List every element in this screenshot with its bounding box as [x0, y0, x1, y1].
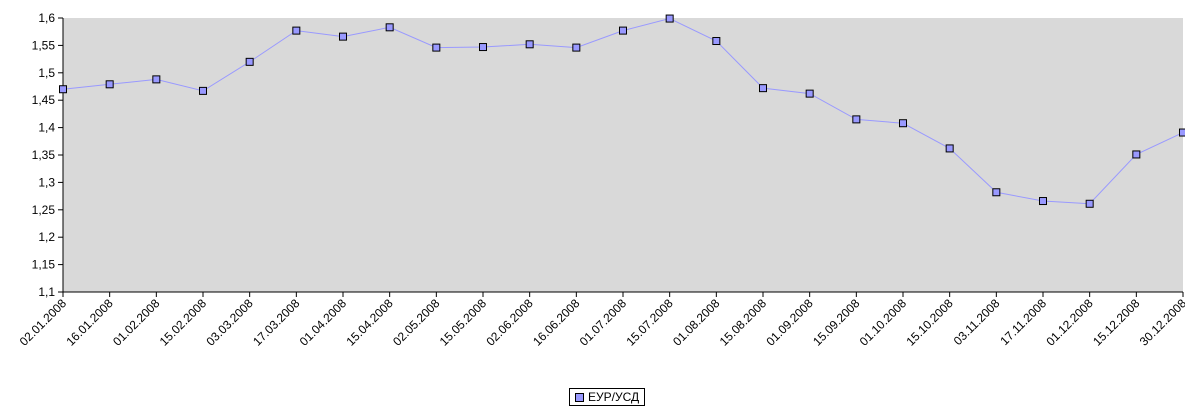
data-point [1133, 151, 1140, 158]
x-tick-label: 02.01.2008 [17, 296, 70, 349]
x-tick-label: 01.04.2008 [297, 296, 350, 349]
x-tick-label: 15.05.2008 [437, 296, 490, 349]
legend: ЕУР/УСД [569, 388, 645, 406]
x-axis: 02.01.200816.01.200801.02.200815.02.2008… [17, 292, 1185, 349]
data-point [246, 58, 253, 65]
x-tick-label: 15.04.2008 [343, 296, 396, 349]
y-tick-label: 1,5 [38, 66, 55, 80]
legend-marker-icon [575, 393, 584, 402]
data-point [806, 90, 813, 97]
x-tick-label: 03.11.2008 [951, 296, 1003, 348]
data-point [620, 27, 627, 34]
data-point [340, 33, 347, 40]
data-point [946, 145, 953, 152]
y-tick-label: 1,25 [32, 203, 56, 217]
data-point [573, 44, 580, 51]
x-tick-label: 01.09.2008 [763, 296, 816, 349]
y-tick-label: 1,35 [32, 148, 56, 162]
data-point [900, 120, 907, 127]
data-point [433, 44, 440, 51]
x-tick-label: 30.12.2008 [1137, 296, 1185, 349]
data-point [293, 27, 300, 34]
y-tick-label: 1,4 [38, 121, 55, 135]
x-tick-label: 16.06.2008 [530, 296, 583, 349]
x-tick-label: 01.08.2008 [670, 296, 723, 349]
data-point [106, 81, 113, 88]
data-point [480, 44, 487, 51]
x-tick-label: 01.07.2008 [577, 296, 630, 349]
data-point [853, 116, 860, 123]
line-chart: 1,1 1,15 1,2 1,25 1,3 1,35 1,4 1,45 1,5 1,55 1,6 0… [0, 0, 1185, 384]
data-point [526, 41, 533, 48]
y-tick-label: 1,3 [38, 175, 55, 189]
y-axis: 1,1 1,15 1,2 1,25 1,3 1,35 1,4 1,45 1,5 1,55 1,6 [32, 11, 63, 299]
x-tick-label: 02.06.2008 [483, 296, 536, 349]
x-tick-label: 01.02.2008 [110, 296, 163, 349]
data-point [1086, 200, 1093, 207]
x-tick-label: 15.02.2008 [157, 296, 210, 349]
y-tick-label: 1,15 [32, 258, 56, 272]
data-point [153, 76, 160, 83]
data-point [1040, 198, 1047, 205]
x-tick-label: 15.07.2008 [623, 296, 676, 349]
x-tick-label: 15.12.2008 [1090, 296, 1143, 349]
x-tick-label: 15.08.2008 [717, 296, 770, 349]
x-tick-label: 16.01.2008 [63, 296, 116, 349]
x-tick-label: 17.11.2008 [997, 296, 1049, 348]
x-tick-label: 17.03.2008 [250, 296, 303, 349]
x-tick-label: 15.10.2008 [903, 296, 956, 349]
data-point [200, 87, 207, 94]
data-point [1180, 129, 1185, 136]
legend-label: ЕУР/УСД [588, 390, 639, 404]
y-tick-label: 1,2 [38, 230, 55, 244]
plot-area [63, 18, 1183, 292]
x-tick-label: 03.03.2008 [203, 296, 256, 349]
data-point [666, 15, 673, 22]
x-tick-label: 01.10.2008 [857, 296, 910, 349]
x-tick-label: 01.12.2008 [1043, 296, 1096, 349]
y-tick-label: 1,45 [32, 93, 56, 107]
y-tick-label: 1,55 [32, 38, 56, 52]
x-tick-label: 02.05.2008 [390, 296, 443, 349]
data-point [760, 85, 767, 92]
data-point [60, 86, 67, 93]
data-point [713, 38, 720, 45]
data-point [386, 24, 393, 31]
y-tick-label: 1,1 [38, 285, 55, 299]
data-point [993, 189, 1000, 196]
y-tick-label: 1,6 [38, 11, 55, 25]
x-tick-label: 15.09.2008 [810, 296, 863, 349]
